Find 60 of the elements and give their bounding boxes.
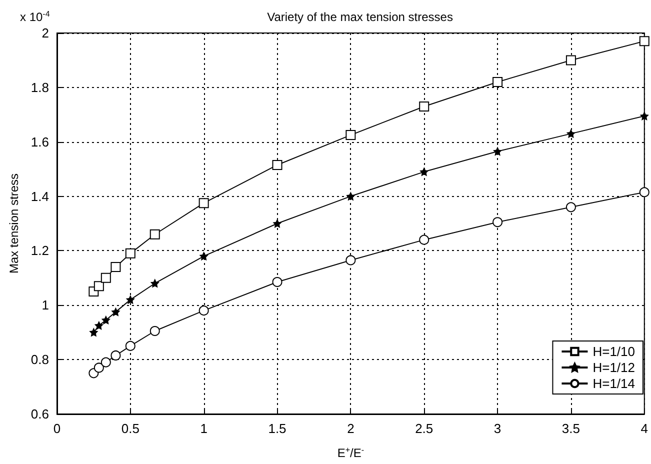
point [272, 277, 282, 288]
y-tick-label: 0.8 [30, 352, 49, 368]
point [150, 279, 159, 288]
point [273, 220, 282, 228]
legend-label: H=1/12 [592, 360, 636, 375]
point [492, 76, 503, 87]
x-tick-label: 4 [640, 421, 648, 436]
point [566, 130, 575, 138]
legend-label: H=1/10 [592, 344, 636, 359]
point [419, 101, 430, 112]
point [272, 160, 282, 170]
point [198, 198, 209, 208]
point [102, 316, 110, 324]
point [125, 340, 136, 351]
x-tick-label: 2.5 [415, 421, 434, 436]
x-tick-label: 1.5 [268, 421, 286, 436]
chart-title: Variety of the max tension stresses [267, 10, 453, 24]
point [346, 255, 356, 266]
point [566, 202, 576, 212]
y-tick-label: 2 [42, 26, 49, 40]
legend-label: H=1/14 [592, 376, 636, 391]
x-axis-title: E+/E- [337, 446, 364, 460]
point [90, 328, 98, 336]
point [420, 168, 428, 176]
point [110, 350, 121, 360]
point [200, 252, 208, 260]
point [150, 229, 160, 240]
x-tick-label: 3 [494, 421, 502, 436]
x-tick-label: 2 [347, 421, 354, 436]
y-tick-label: 1.6 [30, 134, 49, 150]
point [94, 281, 104, 292]
point [639, 36, 650, 46]
point [100, 357, 111, 368]
x-tick-label: 1 [200, 421, 208, 436]
point [150, 326, 160, 336]
point [125, 248, 136, 258]
y-tick-label: 1.2 [30, 243, 49, 258]
y-tick-label: 0.6 [30, 406, 49, 422]
point [198, 306, 209, 316]
x-tick-label: 0 [53, 421, 61, 436]
point [112, 308, 120, 316]
point [126, 296, 134, 304]
y-tick-label: 1 [42, 298, 49, 313]
x-tick-label: 3.5 [562, 421, 580, 436]
y-tick-label: 1.8 [30, 80, 49, 95]
point [639, 187, 650, 198]
point [566, 55, 576, 66]
point [346, 130, 356, 140]
point [346, 192, 355, 200]
point [94, 362, 104, 373]
point [492, 217, 503, 228]
point [100, 272, 111, 283]
point [110, 262, 121, 272]
point [94, 322, 103, 330]
point [640, 112, 648, 120]
point [419, 234, 430, 245]
y-tick-label: 1.4 [30, 188, 49, 204]
y-axis-title: Max tension stress [7, 173, 21, 274]
x-tick-label: 0.5 [121, 421, 140, 436]
point [494, 147, 502, 156]
